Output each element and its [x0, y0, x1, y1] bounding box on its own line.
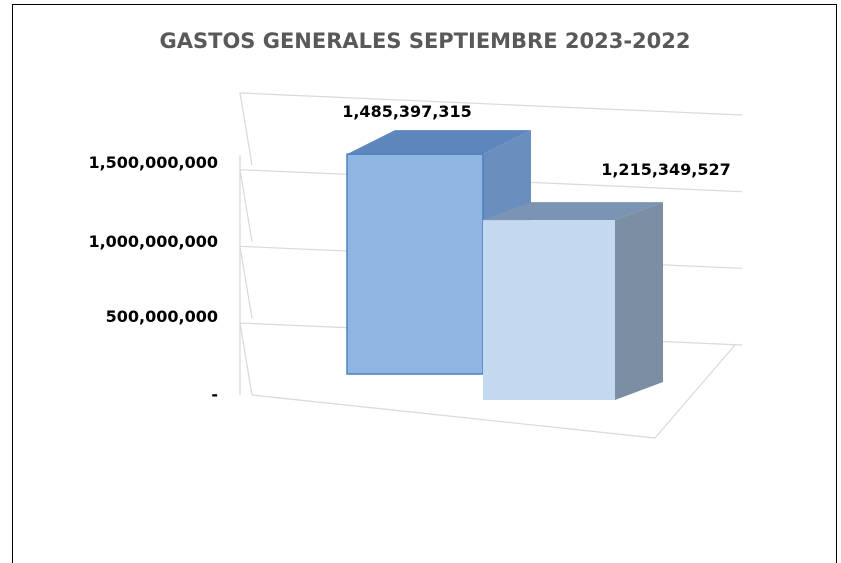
grid — [239, 92, 743, 439]
y-axis-ticks: - 500,000,000 1,000,000,000 1,500,000,000 — [88, 153, 218, 404]
y-tick-label: 500,000,000 — [106, 307, 218, 326]
y-tick-label: 1,000,000,000 — [88, 232, 218, 251]
y-tick-label: - — [211, 385, 218, 404]
bar-side — [615, 202, 663, 400]
bar-front — [346, 153, 484, 375]
gridline — [239, 169, 743, 242]
data-label: 1,485,397,315 — [342, 102, 472, 121]
bars — [346, 130, 663, 400]
floor-line — [251, 344, 736, 439]
gridline — [239, 92, 743, 166]
chart-title: GASTOS GENERALES SEPTIEMBRE 2023-2022 — [160, 29, 691, 53]
bar-top — [347, 130, 531, 155]
data-label: 1,215,349,527 — [601, 160, 731, 179]
bar-top — [483, 202, 663, 221]
bar — [483, 202, 663, 400]
bar-front — [483, 220, 615, 400]
data-labels: 1,485,397,315 1,215,349,527 — [342, 102, 731, 179]
y-tick-label: 1,500,000,000 — [88, 153, 218, 172]
